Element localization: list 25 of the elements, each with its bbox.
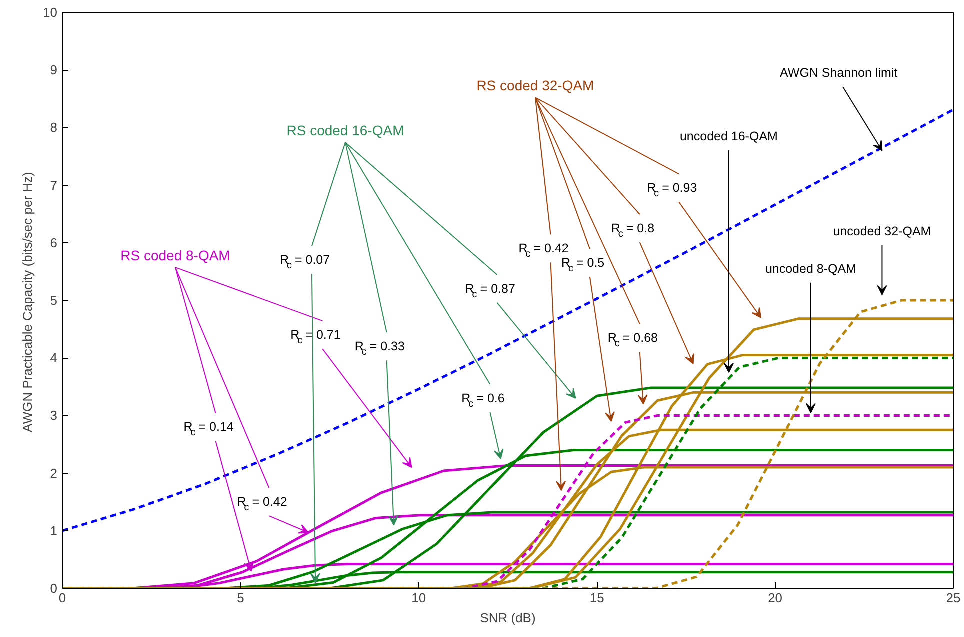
annotation: uncoded 8-QAM (765, 262, 856, 276)
x-tick-label: 5 (237, 590, 244, 606)
x-tick-label: 25 (946, 590, 961, 606)
x-tick-label: 10 (412, 590, 426, 606)
y-tick-label: 4 (50, 350, 58, 366)
x-tick-label: 15 (590, 590, 604, 606)
y-tick-label: 2 (50, 466, 58, 481)
y-tick-label: 9 (50, 62, 58, 78)
y-tick-label: 3 (50, 408, 58, 424)
annotation: uncoded 16-QAM (680, 129, 778, 144)
annotation: AWGN Shannon limit (780, 66, 898, 80)
y-tick-label: 1 (50, 523, 58, 538)
y-axis-title: AWGN Practicable Capacity (bits/sec per Hz) (20, 172, 36, 432)
y-tick-label: 7 (50, 178, 58, 193)
y-tick-label: 10 (43, 5, 58, 20)
y-tick-label: 5 (50, 293, 58, 308)
y-tick-label: 8 (50, 120, 58, 136)
annotation: RS coded 8-QAM (120, 248, 230, 264)
x-tick-label: 20 (768, 590, 783, 606)
y-tick-label: 6 (50, 235, 58, 250)
x-axis-title: SNR (dB) (480, 610, 536, 626)
y-tick-label: 0 (50, 581, 58, 596)
annotation: RS coded 32-QAM (476, 78, 594, 94)
annotation: uncoded 32-QAM (833, 224, 932, 238)
annotation: RS coded 16-QAM (286, 122, 404, 139)
